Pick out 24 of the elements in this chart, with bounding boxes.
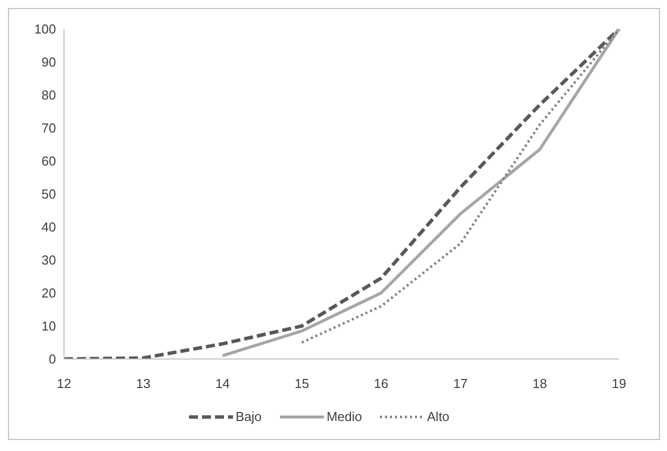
x-tick-label: 19 [612, 376, 626, 392]
y-tick-label: 30 [42, 252, 56, 268]
x-tick-label: 15 [294, 376, 310, 392]
y-tick-label: 80 [42, 88, 56, 103]
legend-label: Medio [326, 409, 362, 424]
y-tick-label: 60 [42, 154, 56, 169]
x-tick-label: 18 [532, 376, 547, 392]
y-tick-label: 50 [42, 186, 56, 202]
y-tick-label: 70 [42, 120, 56, 136]
y-tick-label: 20 [42, 286, 56, 301]
line-series [300, 29, 620, 344]
y-tick-label: 100 [34, 22, 56, 37]
y-tick-label: 10 [42, 318, 56, 334]
x-tick-label: 13 [136, 376, 151, 392]
x-tick-label: 17 [453, 376, 468, 392]
line-series [221, 29, 620, 358]
y-tick-label: 40 [42, 220, 56, 235]
legend-label: Bajo [236, 409, 262, 424]
y-tick-label: 0 [48, 352, 56, 367]
y-tick-label: 90 [42, 54, 56, 70]
x-tick-label: 16 [374, 376, 388, 392]
x-tick-label: 14 [215, 376, 230, 392]
x-tick-label: 12 [56, 376, 72, 392]
legend-label: Alto [427, 409, 450, 424]
